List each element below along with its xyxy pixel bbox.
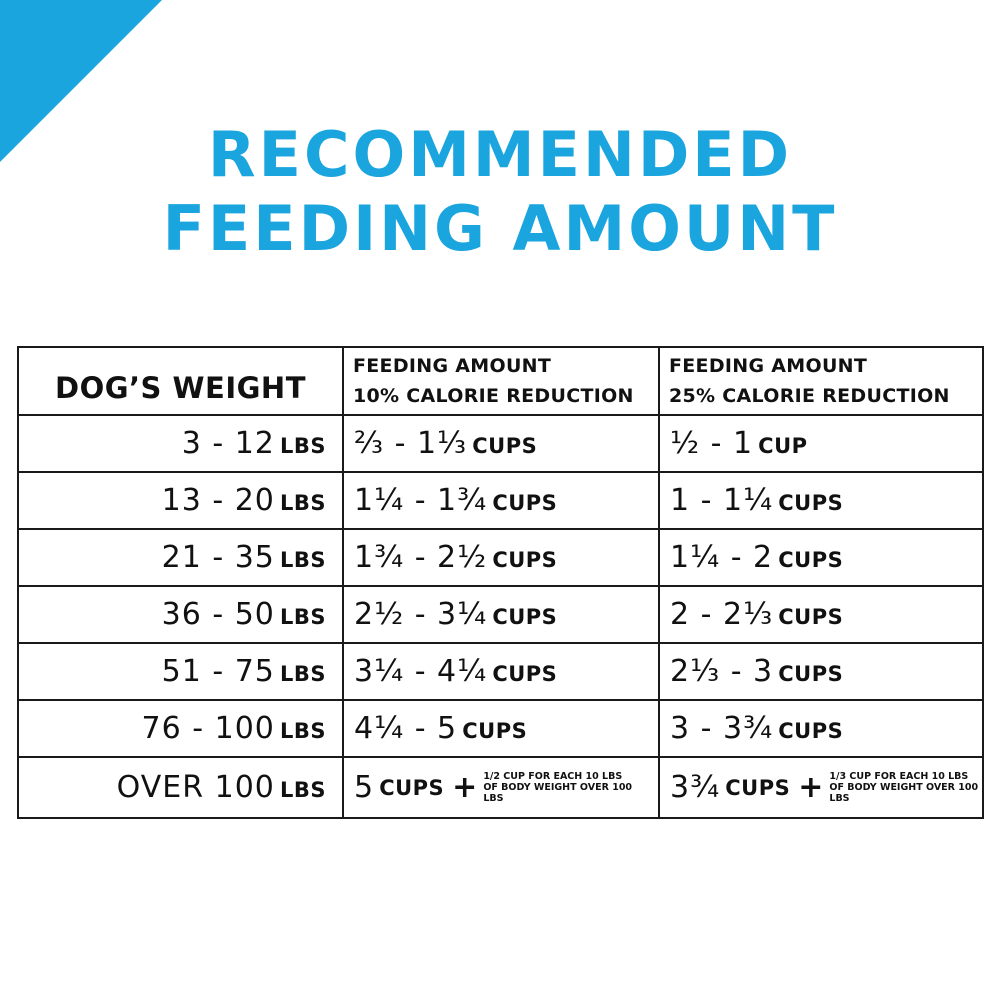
amount-10-cell: 2½ - 3¼ CUPS: [342, 585, 660, 644]
table-row: 21 - 35 LBS 1¾ - 2½ CUPS 1¼ - 2 CUPS: [17, 528, 984, 587]
amount-25-value: 3 - 3¾: [670, 711, 774, 746]
page-title: RECOMMENDED FEEDING AMOUNT: [0, 118, 1000, 266]
weight-cell: OVER 100 LBS: [17, 756, 344, 819]
weight-unit: LBS: [279, 605, 326, 629]
amount-10-cell: 1¼ - 1¾ CUPS: [342, 471, 660, 530]
amount-10-value: 5: [354, 770, 375, 805]
amount-10-value: 1¾ - 2½: [354, 540, 488, 575]
weight-unit: LBS: [279, 778, 326, 802]
table-row: 36 - 50 LBS 2½ - 3¼ CUPS 2 - 2⅓ CUPS: [17, 585, 984, 644]
amount-10-unit: CUPS: [379, 775, 445, 800]
weight-unit: LBS: [279, 434, 326, 458]
amount-10-unit: CUPS: [462, 719, 528, 743]
amount-10-cell: 5 CUPS + 1/2 CUP FOR EACH 10 LBS OF BODY…: [342, 756, 660, 819]
title-line-2: FEEDING AMOUNT: [162, 192, 838, 265]
amount-25-note: 1/3 CUP FOR EACH 10 LBS OF BODY WEIGHT O…: [829, 771, 979, 804]
weight-unit: LBS: [279, 662, 326, 686]
amount-10-value: 2½ - 3¼: [354, 597, 488, 632]
amount-10-unit: CUPS: [492, 662, 558, 686]
weight-unit: LBS: [279, 548, 326, 572]
amount-10-unit: CUPS: [492, 548, 558, 572]
amount-25-value: 1¼ - 2: [670, 540, 774, 575]
amount-10-value: 4¼ - 5: [354, 711, 458, 746]
amount-10-unit: CUPS: [472, 434, 538, 458]
amount-25-cell: 3¾ CUPS + 1/3 CUP FOR EACH 10 LBS OF BOD…: [658, 756, 984, 819]
table-row: 13 - 20 LBS 1¼ - 1¾ CUPS 1 - 1¼ CUPS: [17, 471, 984, 530]
amount-25-unit: CUPS: [778, 548, 844, 572]
amount-25-cell: 1¼ - 2 CUPS: [658, 528, 984, 587]
header-feeding-25: FEEDING AMOUNT 25% CALORIE REDUCTION: [658, 346, 984, 416]
amount-25-unit: CUPS: [725, 775, 791, 800]
table-row: 51 - 75 LBS 3¼ - 4¼ CUPS 2⅓ - 3 CUPS: [17, 642, 984, 701]
amount-25-value: 1 - 1¼: [670, 483, 774, 518]
header-feeding-25-line2: 25% CALORIE REDUCTION: [669, 385, 950, 407]
weight-cell: 21 - 35 LBS: [17, 528, 344, 587]
amount-25-value: 3¾: [670, 770, 721, 805]
amount-10-unit: CUPS: [492, 491, 558, 515]
weight-unit: LBS: [279, 491, 326, 515]
amount-25-cell: 3 - 3¾ CUPS: [658, 699, 984, 758]
amount-25-cell: 2⅓ - 3 CUPS: [658, 642, 984, 701]
corner-accent-triangle: [0, 0, 162, 162]
header-feeding-10-line1: FEEDING AMOUNT: [353, 355, 552, 377]
amount-10-value: 1¼ - 1¾: [354, 483, 488, 518]
amount-10-value: 3¼ - 4¼: [354, 654, 488, 689]
weight-value: OVER 100: [116, 770, 275, 805]
amount-10-unit: CUPS: [492, 605, 558, 629]
plus-sign: +: [798, 770, 824, 805]
weight-value: 36 - 50: [161, 597, 275, 632]
amount-10-cell: ⅔ - 1⅓ CUPS: [342, 414, 660, 473]
table-header-row: DOG’S WEIGHT FEEDING AMOUNT 10% CALORIE …: [17, 346, 984, 416]
weight-value: 3 - 12: [181, 426, 275, 461]
header-feeding-25-line1: FEEDING AMOUNT: [669, 355, 868, 377]
amount-10-cell: 4¼ - 5 CUPS: [342, 699, 660, 758]
weight-value: 21 - 35: [161, 540, 275, 575]
weight-value: 13 - 20: [161, 483, 275, 518]
title-line-1: RECOMMENDED: [207, 118, 793, 191]
feeding-table: DOG’S WEIGHT FEEDING AMOUNT 10% CALORIE …: [17, 346, 984, 819]
header-feeding-10: FEEDING AMOUNT 10% CALORIE REDUCTION: [342, 346, 660, 416]
amount-25-cell: 1 - 1¼ CUPS: [658, 471, 984, 530]
weight-cell: 3 - 12 LBS: [17, 414, 344, 473]
plus-sign: +: [452, 770, 478, 805]
weight-cell: 51 - 75 LBS: [17, 642, 344, 701]
table-row-over-100: OVER 100 LBS 5 CUPS + 1/2 CUP FOR EACH 1…: [17, 756, 984, 819]
amount-10-cell: 3¼ - 4¼ CUPS: [342, 642, 660, 701]
weight-value: 76 - 100: [141, 711, 275, 746]
table-row: 3 - 12 LBS ⅔ - 1⅓ CUPS ½ - 1 CUP: [17, 414, 984, 473]
amount-25-unit: CUPS: [778, 491, 844, 515]
amount-10-note: 1/2 CUP FOR EACH 10 LBS OF BODY WEIGHT O…: [483, 771, 633, 804]
weight-value: 51 - 75: [161, 654, 275, 689]
amount-25-cell: ½ - 1 CUP: [658, 414, 984, 473]
amount-25-unit: CUPS: [778, 719, 844, 743]
amount-25-cell: 2 - 2⅓ CUPS: [658, 585, 984, 644]
amount-25-unit: CUPS: [778, 605, 844, 629]
header-dogs-weight: DOG’S WEIGHT: [17, 346, 344, 416]
amount-25-unit: CUPS: [778, 662, 844, 686]
header-feeding-10-line2: 10% CALORIE REDUCTION: [353, 385, 634, 407]
amount-25-value: 2 - 2⅓: [670, 597, 774, 632]
amount-25-unit: CUP: [758, 434, 808, 458]
weight-cell: 36 - 50 LBS: [17, 585, 344, 644]
weight-cell: 13 - 20 LBS: [17, 471, 344, 530]
amount-25-value: 2⅓ - 3: [670, 654, 774, 689]
table-row: 76 - 100 LBS 4¼ - 5 CUPS 3 - 3¾ CUPS: [17, 699, 984, 758]
amount-25-value: ½ - 1: [670, 426, 754, 461]
amount-10-value: ⅔ - 1⅓: [354, 426, 468, 461]
weight-unit: LBS: [279, 719, 326, 743]
weight-cell: 76 - 100 LBS: [17, 699, 344, 758]
amount-10-cell: 1¾ - 2½ CUPS: [342, 528, 660, 587]
